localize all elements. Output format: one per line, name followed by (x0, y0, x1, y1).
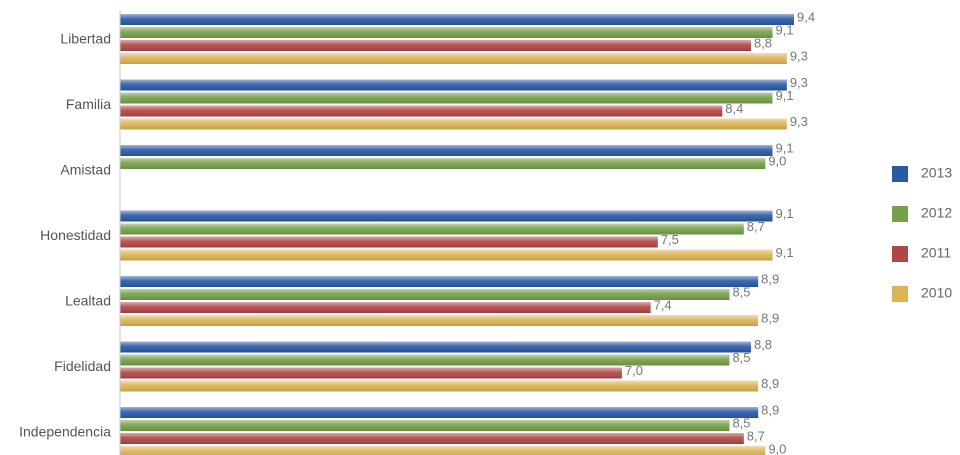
data-label: 9,1 (775, 140, 793, 155)
data-label: 9,4 (797, 9, 815, 24)
data-label: 8,7 (747, 428, 765, 443)
data-label: 8,9 (761, 402, 779, 417)
bar-highlight (120, 210, 773, 222)
data-label: 7,5 (661, 232, 679, 247)
category-label: Honestidad (40, 227, 111, 243)
data-label: 8,8 (754, 35, 772, 50)
data-label: 9,1 (775, 88, 793, 103)
bar-highlight (120, 433, 744, 444)
category-label: Independencia (19, 424, 111, 440)
legend-swatch-2011 (892, 246, 908, 262)
bar-highlight (120, 420, 730, 431)
bar-highlight (120, 367, 622, 379)
data-label: 8,8 (754, 337, 772, 352)
data-label: 9,1 (775, 245, 793, 260)
bar-highlight (120, 40, 751, 51)
legend-swatch-2013 (892, 166, 908, 182)
data-labels: 9,49,18,89,39,39,18,49,39,19,09,18,77,59… (625, 9, 815, 455)
data-label: 8,5 (732, 284, 750, 299)
bars (120, 14, 794, 455)
bar-highlight (120, 354, 730, 366)
bar-highlight (120, 315, 759, 326)
bar-highlight (120, 53, 787, 64)
bar-highlight (120, 118, 787, 130)
data-label: 8,5 (732, 415, 750, 430)
bar-highlight (120, 92, 773, 104)
bar-highlight (120, 27, 773, 38)
data-label: 8,7 (747, 219, 765, 234)
data-label: 8,5 (732, 350, 750, 365)
bar-highlight (120, 289, 730, 300)
bar-highlight (120, 236, 658, 248)
bar-highlight (120, 14, 794, 25)
bar-highlight (120, 341, 751, 353)
bar-highlight (120, 158, 766, 169)
bar-highlight (120, 380, 759, 392)
data-label: 7,4 (654, 297, 672, 312)
data-label: 9,3 (790, 114, 808, 129)
legend: 2013 2012 2011 2010 (892, 165, 952, 302)
category-label: Lealtad (65, 293, 111, 309)
legend-label: 2013 (921, 165, 952, 181)
bar-highlight (120, 223, 744, 235)
legend-label: 2010 (921, 285, 952, 301)
bar-highlight (120, 276, 759, 287)
bar-highlight (120, 79, 787, 91)
category-label: Fidelidad (54, 358, 111, 374)
bar-highlight (120, 145, 773, 156)
data-label: 8,9 (761, 310, 779, 325)
legend-label: 2011 (921, 245, 951, 261)
legend-label: 2012 (921, 205, 952, 221)
bar-highlight (120, 407, 759, 418)
bar-highlight (120, 105, 723, 117)
data-label: 9,0 (768, 153, 786, 168)
legend-swatch-2012 (892, 206, 908, 222)
category-label: Amistad (60, 162, 111, 178)
bar-highlight (120, 249, 773, 261)
data-label: 8,4 (725, 101, 743, 116)
category-label: Libertad (60, 31, 111, 47)
data-label: 8,9 (761, 271, 779, 286)
data-label: 9,3 (790, 48, 808, 63)
data-label: 7,0 (625, 363, 643, 378)
bar-highlight (120, 446, 766, 455)
category-label: Familia (66, 96, 111, 112)
data-label: 8,9 (761, 376, 779, 391)
legend-swatch-2010 (892, 286, 908, 302)
bar-highlight (120, 302, 651, 313)
category-labels: Libertad Familia Amistad Honestidad Lealtad F… (19, 31, 111, 440)
data-label: 9,1 (775, 206, 793, 221)
data-label: 9,1 (775, 22, 793, 37)
data-label: 9,3 (790, 75, 808, 90)
data-label: 9,0 (768, 441, 786, 455)
